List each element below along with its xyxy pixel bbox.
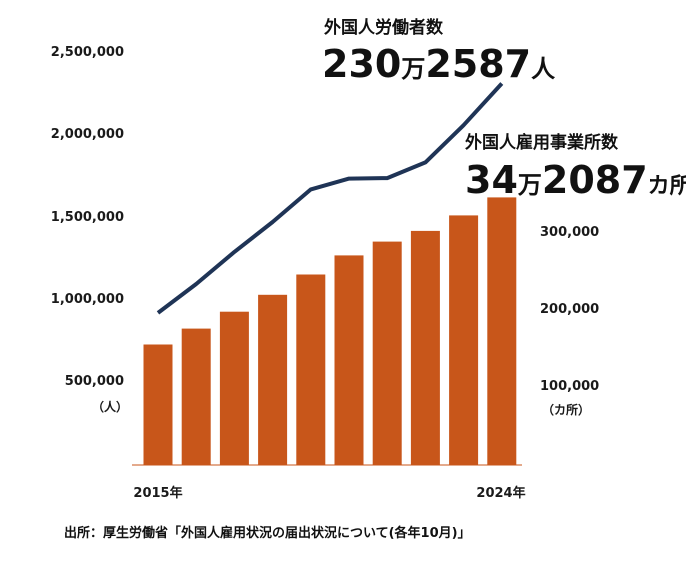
right-tick-300000: 300,000	[540, 225, 599, 240]
establishments-value-man: 万	[518, 171, 542, 199]
bar-2017	[219, 311, 249, 465]
establishments-value-rest: 2087	[542, 158, 648, 202]
workers-line	[156, 82, 504, 315]
left-tick-2500000: 2,500,000	[51, 45, 124, 60]
bar-2020	[334, 255, 364, 465]
workers-value-hundreds: 230	[322, 42, 401, 86]
workers-value-unit: 人	[531, 55, 555, 83]
right-tick-100000: 100,000	[540, 379, 599, 394]
right-axis-unit: （カ所）	[542, 402, 590, 417]
bar-2019	[296, 274, 326, 465]
bar-2016	[181, 328, 211, 465]
workers-value-man: 万	[401, 55, 425, 83]
establishments-annotation-label: 外国人雇用事業所数	[465, 132, 619, 153]
x-label-end: 2024年	[476, 485, 525, 501]
source-note: 出所：厚生労働省「外国人雇用状況の届出状況について(各年10月)」	[64, 526, 471, 541]
left-tick-500000: 500,000	[65, 374, 124, 389]
left-axis-unit: （人）	[92, 399, 128, 414]
workers-annotation-label: 外国人労働者数	[324, 17, 444, 38]
establishments-annotation-value: 34万2087カ所	[465, 158, 686, 202]
left-tick-1500000: 1,500,000	[51, 210, 124, 225]
left-tick-2000000: 2,000,000	[51, 127, 124, 142]
bar-series	[143, 197, 517, 465]
bar-2023	[449, 215, 479, 465]
x-label-start: 2015年	[133, 485, 182, 501]
bar-2024	[487, 197, 517, 465]
bar-2015	[143, 344, 173, 465]
workers-value-rest: 2587	[425, 42, 531, 86]
establishments-value-tens: 34	[465, 158, 518, 202]
bar-2018	[258, 294, 288, 465]
right-tick-200000: 200,000	[540, 302, 599, 317]
bar-2022	[410, 230, 440, 465]
bar-2021	[372, 241, 402, 465]
left-tick-1000000: 1,000,000	[51, 292, 124, 307]
workers-annotation-value: 230万2587人	[322, 42, 555, 86]
establishments-value-unit: カ所	[648, 174, 686, 199]
